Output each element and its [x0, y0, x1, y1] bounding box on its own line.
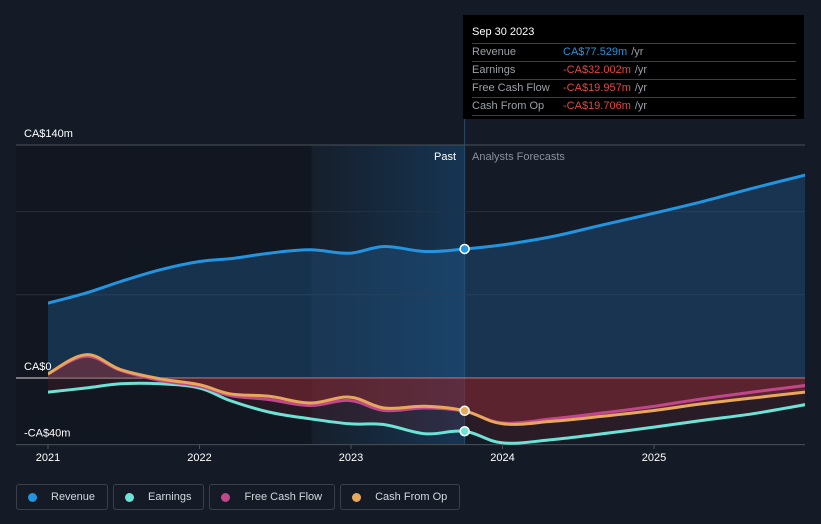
legend-label: Cash From Op: [375, 491, 448, 503]
legend-label: Earnings: [148, 491, 192, 503]
past-label: Past: [434, 151, 456, 163]
tooltip-label: Cash From Op: [472, 100, 545, 112]
tooltip-unit: /yr: [634, 64, 648, 76]
analysts-forecasts-label: Analysts Forecasts: [472, 151, 565, 163]
tooltip-row-cash-from-op: Cash From Op -CA$19.706m /yr: [472, 97, 796, 116]
tooltip: Sep 30 2023 Revenue CA$77.529m /yr Earni…: [463, 15, 804, 119]
legend-dot-icon: [28, 492, 37, 502]
cash-flow-area: [48, 354, 805, 425]
legend-dot-icon: [352, 492, 362, 502]
tooltip-unit: /yr: [634, 100, 648, 112]
marker-revenue: [459, 243, 470, 255]
legend-label: Revenue: [51, 491, 96, 503]
tooltip-row-earnings: Earnings -CA$32.002m /yr: [472, 61, 796, 79]
y-tick-label: -CA$40m: [24, 428, 70, 440]
x-tick-label: 2025: [642, 452, 666, 464]
revenue-area: [48, 175, 805, 378]
tooltip-unit: /yr: [634, 82, 648, 94]
series-line-earnings: [48, 381, 805, 445]
tooltip-value: -CA$32.002m: [563, 64, 631, 76]
x-tick-label: 2023: [339, 452, 363, 464]
tooltip-value: CA$77.529m: [563, 46, 628, 58]
tooltip-date: Sep 30 2023: [472, 26, 535, 38]
x-tick-label: 2024: [490, 452, 514, 464]
legend-item-earnings[interactable]: Earnings: [113, 484, 205, 510]
tooltip-value: -CA$19.957m: [563, 82, 631, 94]
legend: Revenue Earnings Free Cash Flow Cash Fro…: [16, 484, 461, 510]
legend-item-revenue[interactable]: Revenue: [16, 484, 109, 510]
series-line-free-cash-flow: [48, 354, 805, 425]
tooltip-label: Earnings: [472, 64, 516, 76]
legend-item-free-cash-flow[interactable]: Free Cash Flow: [209, 484, 336, 510]
tooltip-value: -CA$19.706m: [563, 100, 631, 112]
legend-dot-icon: [221, 492, 231, 502]
marker-cash-from-op: [459, 405, 470, 417]
y-tick-label: CA$140m: [24, 128, 73, 140]
series-line-cash-from-op: [48, 353, 805, 426]
tooltip-unit: /yr: [631, 46, 644, 58]
legend-dot-icon: [125, 492, 135, 502]
tooltip-label: Free Cash Flow: [472, 82, 550, 94]
y-tick-label: CA$0: [24, 361, 52, 373]
marker-earnings: [459, 426, 470, 437]
x-tick-label: 2021: [36, 452, 60, 464]
x-tick-label: 2022: [187, 452, 211, 464]
tooltip-row-revenue: Revenue CA$77.529m /yr: [472, 43, 796, 61]
series-line-revenue: [48, 173, 805, 305]
tooltip-row-free-cash-flow: Free Cash Flow -CA$19.957m /yr: [472, 79, 796, 97]
legend-item-cash-from-op[interactable]: Cash From Op: [340, 484, 461, 510]
legend-label: Free Cash Flow: [244, 491, 323, 503]
tooltip-label: Revenue: [472, 46, 517, 58]
